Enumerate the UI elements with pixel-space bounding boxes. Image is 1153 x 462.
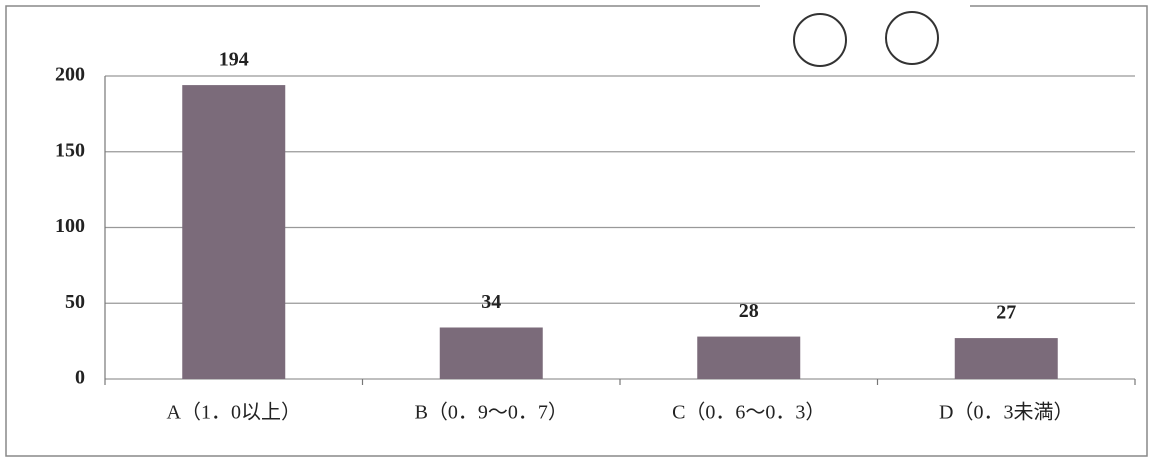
illustration-figure xyxy=(793,13,847,67)
bar xyxy=(439,327,543,379)
y-tick-label: 0 xyxy=(75,367,85,389)
x-tick-label: C（0．6〜0．3） xyxy=(672,401,825,424)
bar xyxy=(182,85,286,379)
x-tick-label: A（1．0以上） xyxy=(167,401,301,424)
y-tick-label: 150 xyxy=(55,139,85,161)
y-tick-label: 200 xyxy=(55,64,85,86)
value-label: 34 xyxy=(481,291,501,313)
y-tick-label: 100 xyxy=(55,215,85,237)
illustration xyxy=(760,0,970,72)
value-label: 27 xyxy=(996,302,1016,324)
value-label: 28 xyxy=(739,300,759,322)
illustration-figure xyxy=(885,11,939,65)
chart-frame xyxy=(5,5,1148,457)
x-tick-label: B（0．9〜0．7） xyxy=(415,401,568,424)
y-tick-label: 50 xyxy=(65,291,85,313)
x-tick-label: D（0．3未満） xyxy=(939,401,1073,424)
bar xyxy=(954,338,1058,379)
value-label: 194 xyxy=(219,49,249,71)
bar xyxy=(697,336,801,379)
